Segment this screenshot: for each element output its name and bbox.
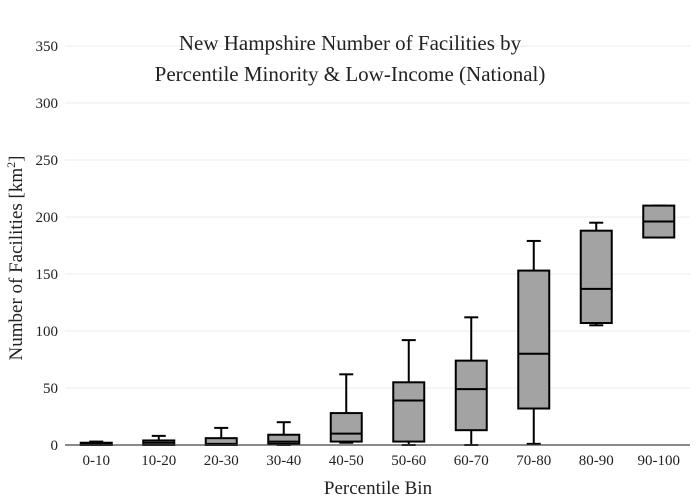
x-tick-label: 90-100	[638, 453, 681, 469]
box-30-40	[267, 421, 301, 446]
y-axis-title-superscript: 2	[4, 162, 18, 168]
y-axis-title-main: Number of Facilities [km	[6, 168, 27, 361]
x-tick-label: 60-70	[454, 453, 489, 469]
x-axis-title: Percentile Bin	[324, 478, 433, 499]
box-50-60	[392, 339, 426, 446]
chart-title-line-2: Percentile Minority & Low-Income (Nation…	[155, 62, 546, 86]
y-tick-label: 350	[36, 39, 59, 55]
y-tick-label: 150	[36, 267, 59, 283]
box-iqr	[517, 269, 551, 410]
x-tick-label: 40-50	[329, 453, 364, 469]
gridlines	[65, 45, 690, 389]
x-tick-label: 20-30	[204, 453, 239, 469]
y-tick-label: 100	[36, 324, 59, 340]
y-tick-label: 0	[51, 438, 59, 454]
box-40-50	[329, 373, 363, 444]
box-10-20	[142, 434, 176, 447]
x-tick-label: 70-80	[516, 453, 551, 469]
box-iqr	[329, 412, 363, 443]
y-axis-ticks: 0 50 100 150 200 250 300 350	[36, 39, 59, 454]
x-axis-ticks: 0-10 10-20 20-30 30-40 40-50 50-60 60-70 70-80 8…	[83, 453, 681, 469]
box-iqr	[392, 381, 426, 443]
box-90-100	[642, 204, 676, 239]
x-tick-label: 30-40	[266, 453, 301, 469]
box-80-90	[579, 221, 613, 327]
box-70-80	[517, 239, 551, 445]
y-axis-title: Number of Facilities [km2]	[4, 156, 27, 361]
y-tick-label: 250	[36, 153, 59, 169]
box-iqr	[267, 433, 301, 445]
x-tick-label: 50-60	[391, 453, 426, 469]
chart-title-line-1: New Hampshire Number of Facilities by	[179, 31, 522, 55]
box-60-70	[454, 316, 488, 446]
box-iqr	[454, 359, 488, 432]
y-axis-title-end: ]	[6, 156, 27, 162]
box-20-30	[204, 426, 238, 447]
y-tick-label: 200	[36, 210, 59, 226]
box-series	[79, 204, 676, 447]
box-iqr	[579, 229, 613, 325]
y-tick-label: 300	[36, 96, 59, 112]
x-tick-label: 80-90	[579, 453, 614, 469]
x-tick-label: 10-20	[141, 453, 176, 469]
y-tick-label: 50	[43, 381, 58, 397]
x-tick-label: 0-10	[83, 453, 111, 469]
